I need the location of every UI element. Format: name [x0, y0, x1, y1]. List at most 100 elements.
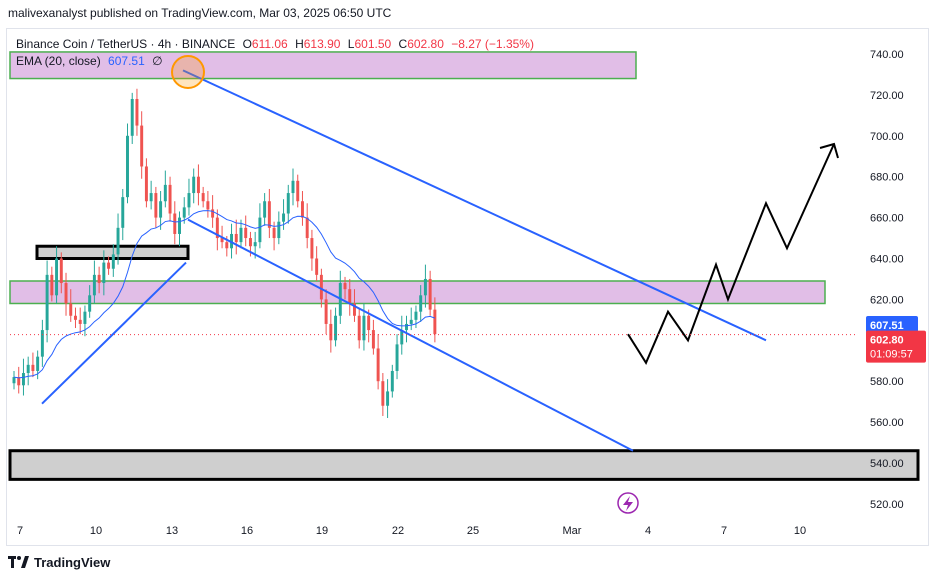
candle-body	[244, 227, 248, 239]
last-price-text: 602.80	[870, 335, 904, 347]
candle-body	[50, 274, 54, 296]
zones-layer	[8, 51, 920, 481]
candle-body	[36, 356, 40, 371]
candle-body	[371, 330, 375, 349]
ema-price-badge	[866, 315, 918, 333]
tradingview-brand: TradingView	[34, 554, 111, 570]
candle-body	[305, 217, 309, 239]
candle-body	[433, 309, 437, 335]
projection-arrowhead	[819, 142, 839, 159]
candle-body	[111, 254, 115, 269]
candle-body	[400, 330, 404, 345]
candle-body	[178, 217, 181, 234]
time-tick-label: 4	[645, 525, 651, 537]
price-axis: 740.00 720.00 700.00 680.00 660.00 640.00 620.…	[866, 49, 926, 511]
ema-line[interactable]	[13, 210, 436, 379]
candle-body	[88, 295, 92, 312]
chart-pane	[6, 28, 929, 546]
ema-value: 607.51	[108, 54, 145, 68]
price-tick-label: 560.00	[870, 417, 904, 429]
candle-body	[310, 238, 314, 259]
time-tick-label: 7	[721, 525, 727, 537]
candle-body	[348, 289, 352, 304]
projection-path[interactable]	[627, 143, 835, 365]
candle-body	[26, 364, 30, 374]
candle-body	[40, 330, 44, 357]
candle-body	[201, 193, 205, 202]
candle-body	[140, 125, 144, 167]
ema-badge-text: 607.51	[870, 320, 904, 332]
candle-body	[102, 262, 106, 284]
symbol-name[interactable]: Binance Coin / TetherUS · 4h · BINANCE	[16, 37, 236, 51]
change-value: −8.27 (−1.35%)	[451, 37, 534, 51]
candle-body	[64, 283, 68, 304]
candle-body	[272, 227, 276, 239]
candle-body	[409, 319, 413, 324]
ema-label[interactable]: EMA (20, close)	[16, 54, 101, 68]
publisher-line: malivexanalyst published on TradingView.…	[8, 6, 392, 20]
time-tick-label: 10	[794, 525, 806, 537]
candle-body	[291, 180, 295, 194]
rising-support-line[interactable]	[41, 261, 187, 405]
candle-body	[97, 274, 101, 284]
candle-body	[168, 184, 172, 214]
time-tick-label: 16	[241, 525, 253, 537]
candle-body	[225, 242, 229, 249]
ema-visibility-icon[interactable]: ∅	[152, 54, 163, 68]
candle-body	[92, 274, 96, 296]
candle-body	[390, 370, 394, 392]
price-tick-label: 660.00	[870, 213, 904, 225]
candle-body	[329, 323, 333, 341]
candle-body	[286, 193, 290, 214]
price-tick-label: 680.00	[870, 172, 904, 184]
time-tick-label: 13	[166, 525, 178, 537]
candle-body	[395, 344, 399, 371]
tradingview-logo[interactable]: TradingView	[8, 553, 110, 571]
candle-body	[206, 201, 210, 210]
resistance-zone-1[interactable]	[9, 280, 826, 305]
candle-body	[73, 315, 77, 320]
candle-body	[428, 278, 432, 310]
candle-body	[116, 227, 120, 255]
support-zone-3[interactable]	[8, 449, 920, 481]
candle-body	[126, 135, 129, 198]
candle-body	[215, 217, 219, 239]
candle-body	[296, 180, 300, 202]
time-tick-label: 19	[316, 525, 328, 537]
resistance-zone-0[interactable]	[9, 51, 637, 80]
channel-upper-line[interactable]	[182, 69, 767, 342]
close-value: 602.80	[407, 37, 444, 51]
highlight-circle[interactable]	[171, 55, 205, 89]
tradingview-icon	[8, 556, 29, 568]
candle-body	[405, 323, 408, 331]
candle-body	[343, 283, 347, 290]
candle-body	[31, 364, 35, 371]
candle-body	[163, 184, 167, 202]
candle-body	[17, 377, 21, 386]
price-tick-label: 520.00	[870, 499, 904, 511]
high-label: H	[295, 37, 304, 51]
candle-body	[258, 217, 262, 243]
time-tick-label: 7	[17, 525, 23, 537]
time-tick-label: 25	[467, 525, 479, 537]
candle-body	[192, 176, 196, 194]
time-tick-label: Mar	[563, 525, 582, 537]
candle-body	[130, 98, 134, 136]
candle-body	[135, 98, 139, 126]
candle-body	[230, 233, 234, 249]
open-label: O	[242, 37, 252, 51]
candle-body	[362, 315, 366, 341]
candle-body	[353, 303, 356, 316]
price-tick-label: 740.00	[870, 49, 904, 61]
price-tick-label: 700.00	[870, 131, 904, 143]
candle-body	[83, 311, 87, 324]
last-price-badge	[866, 330, 926, 363]
candle-body	[234, 233, 238, 243]
channel-lower-line[interactable]	[187, 218, 634, 452]
candle-body	[334, 315, 338, 341]
candle-body	[55, 258, 59, 296]
candle-body	[357, 315, 361, 341]
candle-body	[277, 221, 281, 239]
candle-body	[423, 278, 427, 296]
